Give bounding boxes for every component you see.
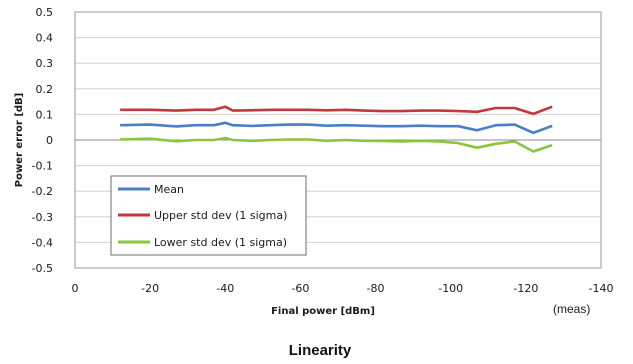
x-tick-label: -100 [438, 282, 463, 295]
y-tick-label: 0.2 [36, 83, 54, 96]
x-tick-label: 0 [72, 282, 79, 295]
y-tick-labels: 0.5 0.4 0.3 0.2 0.1 0 -0.1 -0.2 -0.3 -0.4 -0.5 [32, 6, 53, 275]
x-tick-label: -60 [291, 282, 309, 295]
y-tick-label: 0.1 [36, 108, 54, 121]
legend-label-mean: Mean [154, 183, 184, 196]
series-lower-std-line [120, 136, 553, 153]
x-tick-label: -20 [141, 282, 159, 295]
x-axis-title: Final power [dBm] [271, 306, 375, 317]
y-tick-label: -0.4 [32, 236, 53, 249]
y-tick-label: 0.4 [36, 32, 54, 45]
x-tick-label: -120 [513, 282, 538, 295]
y-tick-label: -0.2 [32, 185, 53, 198]
y-tick-label: -0.1 [32, 160, 53, 173]
legend-label-lower: Lower std dev (1 sigma) [154, 236, 287, 249]
y-tick-label: 0.5 [36, 6, 54, 19]
x-tick-labels: 0 -20 -40 -60 -80 -100 -120 -140 [72, 282, 614, 295]
series-lines [120, 105, 553, 153]
y-tick-label: 0 [46, 134, 53, 147]
y-tick-label: -0.5 [32, 262, 53, 275]
x-tick-label: -80 [367, 282, 385, 295]
x-tick-label: -40 [216, 282, 234, 295]
series-mean-line [120, 121, 553, 135]
measurement-note: (meas) [553, 302, 590, 316]
legend: Mean Upper std dev (1 sigma) Lower std d… [110, 175, 307, 256]
legend-label-upper: Upper std dev (1 sigma) [154, 209, 287, 222]
y-axis-title: Power error [dB] [14, 93, 25, 187]
figure-caption: Linearity [289, 342, 352, 359]
y-tick-label: -0.3 [32, 211, 53, 224]
x-tick-label: -140 [589, 282, 614, 295]
series-upper-std-line [120, 105, 553, 116]
y-tick-label: 0.3 [36, 57, 54, 70]
